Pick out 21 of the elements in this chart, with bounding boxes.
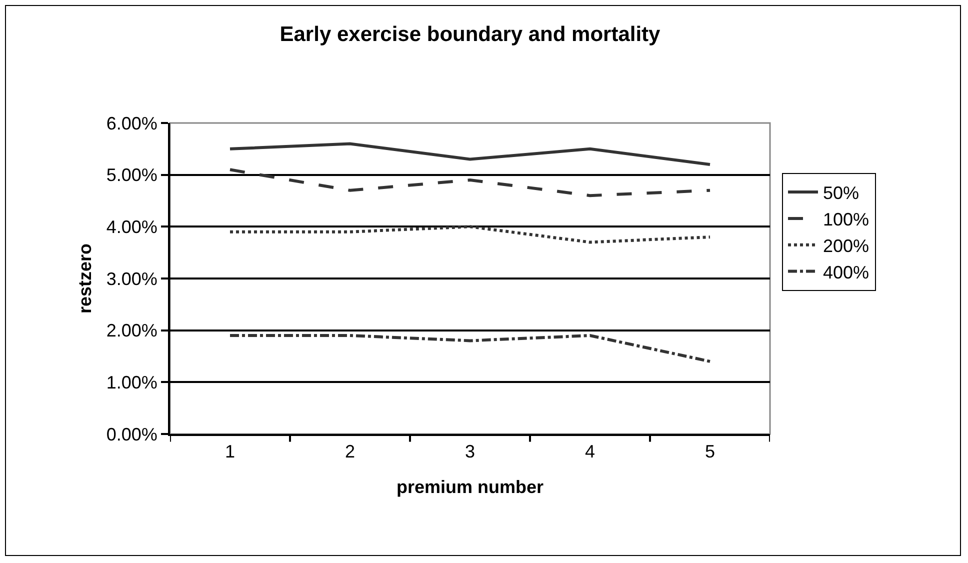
x-tick-label: 1 bbox=[224, 442, 236, 462]
x-tick-label: 2 bbox=[344, 442, 356, 462]
x-tick-label: 5 bbox=[704, 442, 716, 462]
x-axis-title: premium number bbox=[396, 477, 544, 498]
chart-title: Early exercise boundary and mortality bbox=[280, 23, 661, 46]
x-tick-label: 3 bbox=[464, 442, 476, 462]
y-tick-label: 3.00% bbox=[106, 268, 158, 289]
legend-label: 200% bbox=[823, 236, 870, 256]
legend-label: 400% bbox=[823, 262, 870, 282]
y-tick-label: 0.00% bbox=[106, 424, 158, 444]
y-axis-title: restzero bbox=[75, 243, 96, 314]
line-series bbox=[228, 225, 712, 244]
legend-label: 100% bbox=[823, 209, 870, 230]
y-tick-label: 6.00% bbox=[106, 113, 158, 134]
x-tick-label: 4 bbox=[584, 442, 596, 462]
y-tick-label: 1.00% bbox=[106, 372, 158, 392]
line-series bbox=[228, 142, 712, 166]
y-tick-label: 5.00% bbox=[106, 165, 158, 186]
y-tick-label: 4.00% bbox=[106, 216, 158, 237]
legend-label: 50% bbox=[823, 183, 860, 204]
y-tick-label: 2.00% bbox=[106, 320, 158, 341]
